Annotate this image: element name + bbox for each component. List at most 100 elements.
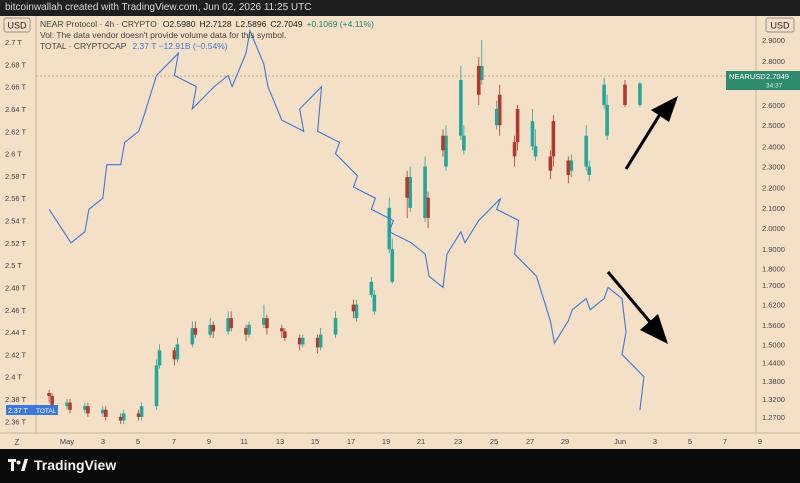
chart-caption-bar: bitcoinwallah created with TradingView.c… bbox=[0, 0, 800, 16]
down-arrow-annotation bbox=[606, 271, 668, 344]
candle-body bbox=[229, 318, 233, 329]
candle-body bbox=[101, 409, 105, 414]
chart-caption: bitcoinwallah created with TradingView.c… bbox=[5, 2, 312, 13]
candle-body bbox=[441, 135, 445, 151]
candle-body bbox=[262, 318, 266, 325]
candle-body bbox=[121, 413, 126, 421]
candle-body bbox=[86, 406, 90, 414]
candle-body bbox=[83, 406, 87, 410]
candle-body bbox=[297, 337, 302, 345]
near-price-badge: NEARUSD 2.7049 34:37 bbox=[726, 71, 800, 90]
x-tick-label: 5 bbox=[688, 437, 692, 446]
right-tick-label: 1.5600 bbox=[762, 321, 785, 330]
left-tick-label: 2.56 T bbox=[5, 194, 27, 203]
right-tick-label: 1.3200 bbox=[762, 395, 785, 404]
candle-body bbox=[154, 365, 159, 407]
candle-body bbox=[354, 304, 359, 319]
candle-body bbox=[47, 393, 51, 396]
right-tick-label: 2.2000 bbox=[762, 184, 785, 193]
right-tick-label: 2.5000 bbox=[762, 121, 785, 130]
left-tick-label: 2.5 T bbox=[5, 261, 22, 270]
total-price-badge: 2.37 T TOTAL bbox=[6, 405, 58, 415]
candle-body bbox=[280, 328, 284, 332]
x-tick-label: 29 bbox=[561, 437, 569, 446]
right-tick-label: 2.0000 bbox=[762, 224, 785, 233]
x-tick-label: 5 bbox=[136, 437, 140, 446]
left-tick-label: 2.62 T bbox=[5, 127, 27, 136]
right-tick-label: 1.6200 bbox=[762, 301, 785, 310]
x-tick-label: 21 bbox=[417, 437, 425, 446]
candle-body bbox=[387, 207, 392, 250]
candle-body bbox=[605, 104, 609, 136]
candle-body bbox=[584, 135, 588, 167]
candle-body bbox=[623, 84, 627, 105]
left-currency-label[interactable]: USD bbox=[3, 17, 31, 33]
right-tick-label: 1.9000 bbox=[762, 245, 785, 254]
x-tick-label: 9 bbox=[758, 437, 762, 446]
right-tick-label: 1.8000 bbox=[762, 265, 785, 274]
right-tick-label: 1.2700 bbox=[762, 413, 785, 422]
x-tick-label: 9 bbox=[207, 437, 211, 446]
candle-body bbox=[462, 135, 466, 151]
candle-body bbox=[193, 328, 198, 335]
left-tick-label: 2.4 T bbox=[5, 373, 22, 382]
candle-body bbox=[247, 324, 251, 335]
left-tick-label: 2.52 T bbox=[5, 239, 27, 248]
x-tick-label: Jun bbox=[614, 437, 626, 446]
x-tick-label: 7 bbox=[723, 437, 727, 446]
x-tick-label: 15 bbox=[311, 437, 319, 446]
left-tick-label: 2.64 T bbox=[5, 105, 27, 114]
x-tick-label: 27 bbox=[526, 437, 534, 446]
timezone-corner[interactable]: Z bbox=[15, 438, 20, 447]
legend-volume-note: Vol: The data vendor doesn't provide vol… bbox=[40, 30, 286, 40]
right-tick-label: 2.4000 bbox=[762, 142, 785, 151]
total-series-line bbox=[48, 28, 645, 411]
left-axis-panel[interactable] bbox=[0, 16, 36, 433]
candle-body bbox=[318, 334, 323, 348]
candle-body bbox=[50, 395, 54, 407]
x-tick-label: 19 bbox=[382, 437, 390, 446]
tradingview-logo[interactable]: TradingView bbox=[8, 457, 116, 473]
left-tick-label: 2.46 T bbox=[5, 306, 27, 315]
left-tick-label: 2.42 T bbox=[5, 350, 27, 359]
right-tick-label: 1.4400 bbox=[762, 358, 785, 367]
left-tick-label: 2.6 T bbox=[5, 150, 22, 159]
candle-body bbox=[479, 65, 484, 80]
candle-body bbox=[602, 84, 606, 105]
candle-body bbox=[104, 409, 108, 417]
candle-body bbox=[459, 79, 463, 136]
left-tick-label: 2.48 T bbox=[5, 283, 27, 292]
tradingview-wordmark: TradingView bbox=[34, 457, 117, 473]
candle-body bbox=[226, 318, 230, 332]
candle-body bbox=[548, 156, 553, 171]
candle-body bbox=[408, 177, 412, 208]
candle-body bbox=[494, 108, 499, 126]
candle-body bbox=[530, 121, 535, 147]
price-chart[interactable]: 2.7 T 2.68 T 2.66 T 2.64 T 2.62 T 2.6 T 2.58 T… bbox=[0, 16, 800, 449]
x-tick-label: 25 bbox=[490, 437, 498, 446]
candle-body bbox=[65, 402, 69, 407]
candle-body bbox=[211, 324, 216, 332]
candle-body bbox=[190, 328, 195, 345]
x-tick-label: May bbox=[60, 437, 74, 446]
candle-body bbox=[175, 344, 180, 360]
candle-body bbox=[569, 160, 574, 171]
bottom-axis-panel[interactable] bbox=[0, 433, 800, 449]
candle-body bbox=[208, 324, 213, 335]
x-tick-label: 3 bbox=[101, 437, 105, 446]
svg-text:NEARUSD: NEARUSD bbox=[729, 72, 766, 81]
plot-area[interactable] bbox=[36, 16, 756, 433]
candle-body bbox=[283, 331, 287, 338]
candle-body bbox=[512, 142, 517, 157]
right-tick-label: 2.8000 bbox=[762, 57, 785, 66]
svg-text:34:37: 34:37 bbox=[766, 83, 783, 90]
candle-body bbox=[423, 166, 427, 219]
right-tick-label: 1.7000 bbox=[762, 281, 785, 290]
x-tick-label: 3 bbox=[653, 437, 657, 446]
right-tick-label: 1.5000 bbox=[762, 340, 785, 349]
candle-body bbox=[405, 177, 409, 198]
legend: NEAR Protocol · 4h · CRYPTO O2.5980 H2.712… bbox=[40, 19, 374, 51]
right-currency-label[interactable]: USD bbox=[765, 17, 795, 33]
